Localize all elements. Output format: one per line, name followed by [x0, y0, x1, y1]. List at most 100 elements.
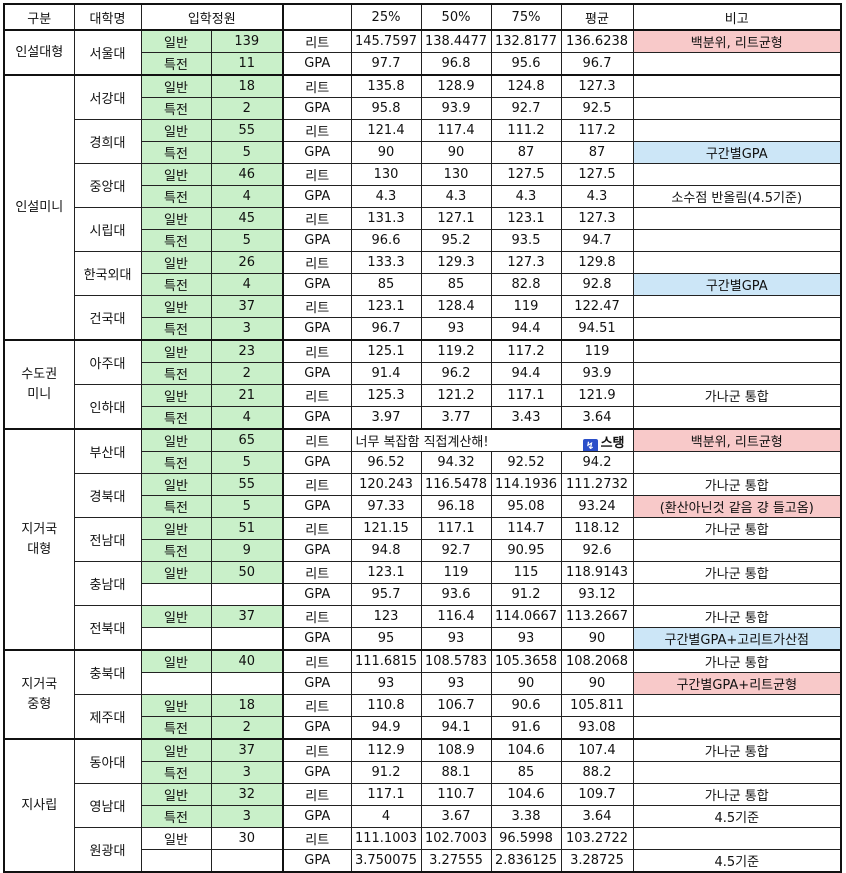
note-cell: 가나군 통합	[632, 649, 842, 673]
quota-cell: 65	[210, 428, 284, 452]
header-note: 비고	[632, 3, 842, 31]
category-cell: 지거국 대형	[3, 428, 75, 651]
p50-cell: 108.9	[420, 738, 492, 762]
quota-cell: 55	[210, 473, 284, 496]
note-cell	[632, 406, 842, 430]
p75-cell: 91.2	[490, 583, 562, 606]
note-cell	[632, 119, 842, 142]
p25-cell: 95	[350, 627, 422, 651]
note-cell	[632, 229, 842, 252]
quota-cell: 2	[210, 362, 284, 385]
category-cell: 인설대형	[3, 29, 75, 76]
university-cell: 아주대	[73, 339, 142, 385]
p50-cell: 117.1	[420, 517, 492, 540]
table-row: 영남대 일반 32 리트 117.1 110.7 104.6 109.7 가나군 통합	[4, 783, 842, 828]
admission-type-cell: 일반	[140, 251, 212, 274]
score-kind-cell: 리트	[282, 605, 352, 628]
p75-cell: 117.1	[490, 384, 562, 407]
table-row: 특전 3 GPA 91.2 88.1 85 88.2	[4, 761, 842, 784]
admission-type-cell: 일반	[140, 119, 212, 142]
p50-cell: 110.7	[420, 783, 492, 806]
p75-cell: 92.7	[490, 97, 562, 120]
avg-cell: 92.5	[560, 97, 634, 120]
quota-cell: 4	[210, 273, 284, 296]
table-row: 특전 5 GPA 96.6 95.2 93.5 94.7	[4, 229, 842, 252]
avg-cell: 118.12	[560, 517, 634, 540]
p75-cell: 117.2	[490, 339, 562, 363]
quota-cell	[210, 672, 284, 695]
admission-type-cell: 일반	[140, 428, 212, 452]
university-cell: 전남대	[73, 517, 142, 562]
avg-cell: 129.8	[560, 251, 634, 274]
p25-cell: 96.7	[350, 317, 422, 341]
note-cell: (환산아닌것 같음 걍 들고옴)	[632, 495, 842, 518]
p25-cell: 91.4	[350, 362, 422, 385]
p50-cell: 93	[420, 627, 492, 651]
p75-cell: 104.6	[490, 783, 562, 806]
p25-cell: 123	[350, 605, 422, 628]
avg-cell: 93.08	[560, 716, 634, 740]
score-kind-cell: 리트	[282, 561, 352, 584]
quota-cell: 5	[210, 495, 284, 518]
university-cell: 충북대	[73, 649, 142, 695]
quota-cell	[210, 627, 284, 651]
table-row: 시립대 일반 45 리트 131.3 127.1 123.1 127.3	[4, 207, 842, 252]
score-kind-cell: GPA	[282, 805, 352, 828]
avg-cell: 90	[560, 672, 634, 695]
p50-cell: 102.7003	[420, 827, 492, 850]
admission-type-cell	[140, 849, 212, 873]
p75-cell: 92.52	[490, 451, 562, 474]
score-kind-cell: GPA	[282, 583, 352, 606]
table-row: GPA 93 93 90 90 구간별GPA+리트균형	[4, 672, 842, 695]
score-kind-cell: GPA	[282, 273, 352, 296]
note-cell: 구간별GPA+고리트가산점	[632, 627, 842, 651]
quota-cell: 37	[210, 738, 284, 762]
note-cell	[632, 694, 842, 717]
logo-icon: ↯	[582, 439, 598, 451]
admission-type-cell: 일반	[140, 561, 212, 584]
note-cell	[632, 716, 842, 740]
quota-cell: 18	[210, 694, 284, 717]
admission-type-cell: 일반	[140, 74, 212, 98]
quota-cell: 23	[210, 339, 284, 363]
p75-cell: 87	[490, 141, 562, 164]
p50-cell: 116.4	[420, 605, 492, 628]
avg-cell: 127.5	[560, 163, 634, 186]
p50-cell: 3.27555	[420, 849, 492, 873]
admission-type-cell: 특전	[140, 539, 212, 562]
avg-cell: 108.2068	[560, 649, 634, 673]
p75-cell: 82.8	[490, 273, 562, 296]
table-row: 건국대 일반 37 리트 123.1 128.4 119 122.47	[4, 295, 842, 341]
university-cell: 경희대	[73, 119, 142, 164]
p25-cell: 110.8	[350, 694, 422, 717]
p25-cell: 121.15	[350, 517, 422, 540]
quota-cell: 5	[210, 229, 284, 252]
note-cell	[632, 583, 842, 606]
university-cell: 경북대	[73, 473, 142, 518]
quota-cell: 37	[210, 295, 284, 318]
avg-cell: 103.2722	[560, 827, 634, 850]
category-cell: 인설미니	[3, 74, 75, 341]
note-cell: 4.5기준	[632, 805, 842, 828]
avg-cell: 92.6	[560, 539, 634, 562]
avg-cell: 3.28725	[560, 849, 634, 873]
p50-cell: 95.2	[420, 229, 492, 252]
avg-cell: 93.24	[560, 495, 634, 518]
score-kind-cell: GPA	[282, 362, 352, 385]
university-cell: 전북대	[73, 605, 142, 651]
note-cell	[632, 74, 842, 98]
score-kind-cell: 리트	[282, 251, 352, 274]
header-avg: 평균	[560, 3, 634, 31]
note-cell	[632, 761, 842, 784]
admission-type-cell: 특전	[140, 805, 212, 828]
score-kind-cell: 리트	[282, 827, 352, 850]
quota-cell	[210, 849, 284, 873]
p75-cell: 127.5	[490, 163, 562, 186]
note-cell: 가나군 통합	[632, 605, 842, 628]
table-row: 특전 4 GPA 3.97 3.77 3.43 3.64	[4, 406, 842, 430]
p25-cell: 125.3	[350, 384, 422, 407]
avg-cell: 118.9143	[560, 561, 634, 584]
p25-cell: 131.3	[350, 207, 422, 230]
table-row: 지거국 대형 부산대 일반 65 리트 너무 복잡함 직접계산해! ↯ 스탱 백분위, 리트균형	[3, 428, 842, 651]
table-row: 인설미니 서강대 일반 18 리트 135.8 128.9 124.8 127.3	[3, 74, 842, 341]
